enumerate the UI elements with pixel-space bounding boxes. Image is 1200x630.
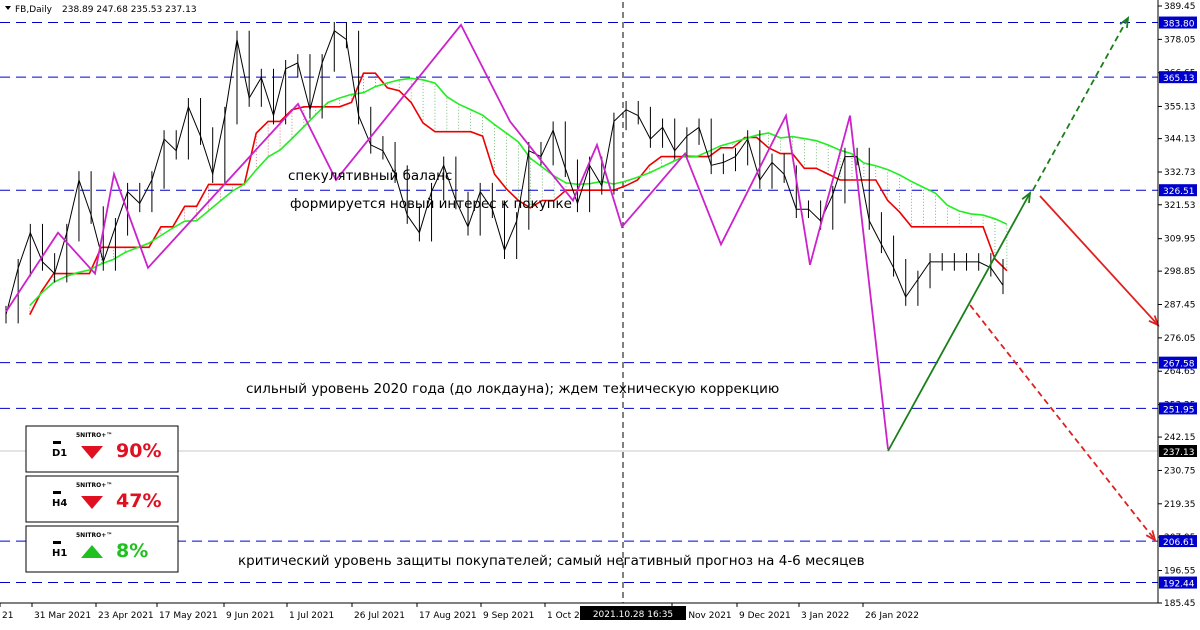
y-tick-label: 332.73 [1164,168,1196,178]
kijun-line [29,72,1008,315]
x-tick-label: 9 Dec 2021 [739,611,791,621]
arrow-up-icon [81,545,103,558]
badge-value: 8% [116,540,148,562]
badge-timeframe: H4 [52,498,67,509]
zigzag-line [5,23,889,450]
level-label: 267.58 [1163,360,1195,370]
y-tick-label: 242.15 [1164,433,1196,443]
x-tick-label: 26 Jan 2022 [865,611,919,621]
annotation-speculative-balance: спекулятивный баланс [288,168,452,184]
x-tick-label: 9 Sep 2021 [483,611,534,621]
current-price-label: 237.13 [1163,448,1195,458]
x-tick-label: 3 Jan 2022 [801,611,849,621]
x-tick-label: 17 Aug 2021 [419,611,477,621]
y-tick-label: 219.35 [1164,500,1196,510]
badge-brand: 5NITRO+™ [76,432,112,439]
badge-timeframe: H1 [52,548,67,559]
y-tick-label: 276.05 [1164,334,1196,344]
x-tick-label: 17 May 2021 [159,611,218,621]
badge-value: 90% [116,440,161,462]
signal-badge [25,425,179,473]
bull-target-arrow-head [1119,15,1130,29]
level-label: 326.51 [1163,187,1195,197]
bull-target-arrow [1032,17,1129,191]
badge-brand: 5NITRO+™ [76,532,112,539]
x-axis-ticks: 21 31 Mar 2021 23 Apr 2021 17 May 2021 9 Jun… [0,603,919,621]
badge-brand: 5NITRO+™ [76,482,112,489]
level-labels: 383.80 365.13 326.51 267.58 251.95 206.61 192.… [1159,16,1197,590]
y-tick-label: 298.85 [1164,267,1196,277]
y-tick-label: 185.45 [1164,599,1196,609]
bull-forecast-arrow [887,192,1031,452]
current-price-box [1159,445,1197,457]
level-label-box [1159,535,1197,548]
level-label: 251.95 [1163,405,1195,415]
y-tick-label: 287.45 [1164,301,1196,311]
badge-tf-icon [53,541,61,544]
badge-timeframe: D1 [52,448,67,459]
x-tick-label: 26 Jul 2021 [354,611,405,621]
bear-forecast-arrow [1039,195,1159,326]
bear-target-arrow-head [1145,530,1157,542]
level-label-box [1159,356,1197,369]
x-tick-label: 31 Mar 2021 [34,611,91,621]
zigzag-indicator [5,23,889,450]
y-tick-label: 355.13 [1164,102,1196,112]
span-line [29,77,1008,307]
x-tick-label: 16 Nov 2021 [674,611,732,621]
y-tick-label: 230.75 [1164,466,1196,476]
signal-badge [25,475,179,523]
y-tick-label: 344.13 [1164,135,1196,145]
symbol-label: FB,Daily [15,5,53,15]
y-tick-label: 389.45 [1164,2,1196,12]
y-tick-label: 309.95 [1164,235,1196,245]
badge-value: 47% [116,490,161,512]
arrow-down-icon [81,496,103,509]
level-label-box [1159,16,1197,29]
signal-badges: 5NITRO+™ D1 90% 5NITRO+™ H4 47% 5NITRO+™ H1 8% [25,425,179,573]
level-label: 192.44 [1163,580,1195,590]
bull-forecast-arrow-head [1021,190,1032,204]
arrow-down-icon [81,446,103,459]
annotation-strong-level: сильный уровень 2020 года (до локдауна);… [246,381,779,397]
y-tick-label: 264.65 [1164,367,1196,377]
x-tick-label: 23 Apr 2021 [98,611,154,621]
level-label-box [1159,402,1197,415]
annotation-critical-level: критический уровень защиты покупателей; … [238,553,865,569]
x-tick-label: 21 [2,611,13,621]
ohlc-label: 238.89 247.68 235.53 237.13 [62,5,197,15]
price-line [5,29,1004,315]
level-label-box [1159,576,1197,589]
x-tick-label: 9 Jun 2021 [226,611,274,621]
level-label: 383.80 [1163,20,1195,30]
badge-tf-icon [53,441,61,444]
y-tick-label: 378.05 [1164,35,1196,45]
y-tick-label: 196.55 [1164,567,1196,577]
level-label-box [1159,71,1197,84]
annotation-new-interest: формируется новый интерес к покупке [290,196,572,212]
x-tick-label: 1 Oct 20 [547,611,586,621]
level-label-box [1159,184,1197,197]
signal-badge [25,525,179,573]
y-tick-label: 321.53 [1164,201,1196,211]
crosshair-time-label: 2021.10.28 16:35 [593,610,673,620]
x-tick-label: 1 Jul 2021 [289,611,334,621]
dropdown-triangle-icon[interactable] [5,6,11,10]
cloud-indicator [29,72,1008,315]
badge-tf-icon [53,491,61,494]
level-label: 206.61 [1163,538,1195,548]
crosshair-time-box [580,606,686,620]
level-label: 365.13 [1163,74,1195,84]
forecast-arrows [887,15,1160,542]
